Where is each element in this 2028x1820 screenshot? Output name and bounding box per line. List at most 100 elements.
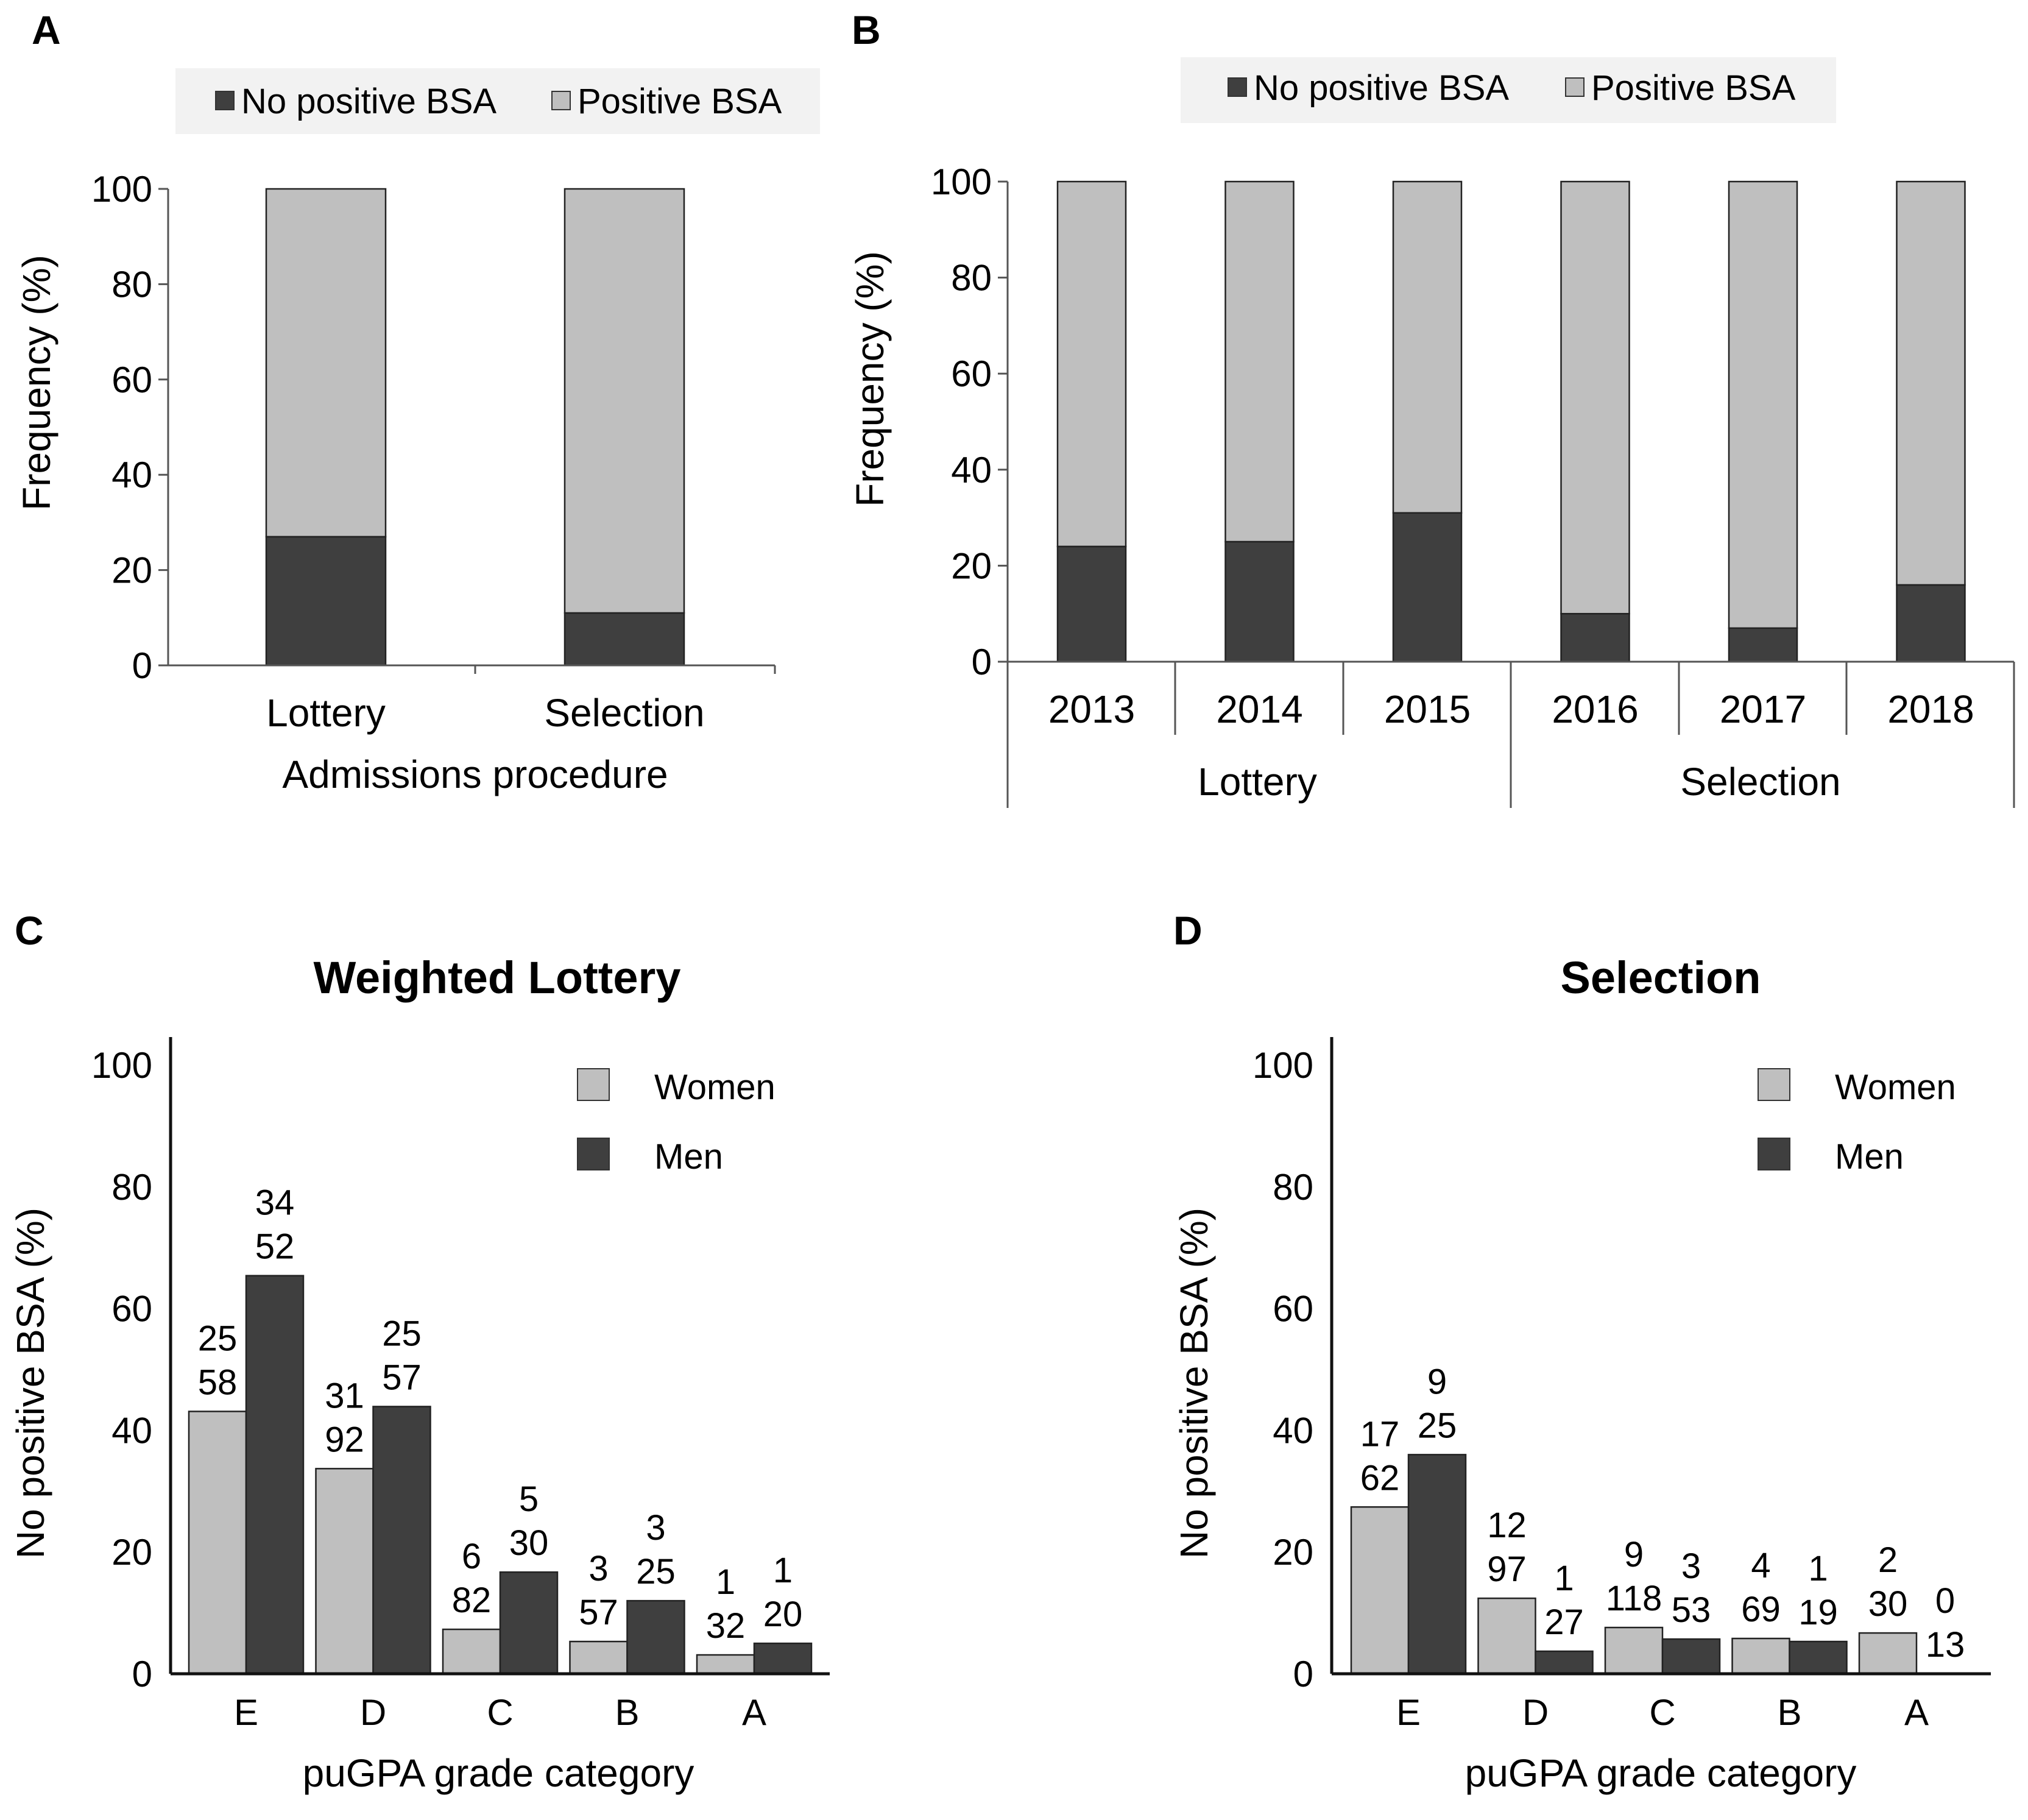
- x-tick-label: E: [1396, 1692, 1421, 1733]
- bar-women: [569, 1640, 628, 1675]
- panel-d-legend-swatch-men: [1758, 1138, 1790, 1170]
- x-tick-label: A: [1904, 1692, 1929, 1733]
- bar-men: [499, 1571, 559, 1675]
- x-tick-label: 2016: [1552, 687, 1638, 731]
- data-label-total: 57: [382, 1358, 422, 1397]
- data-label-total: 32: [706, 1606, 746, 1646]
- bar-women: [696, 1654, 755, 1675]
- x-tick-label: C: [487, 1692, 513, 1733]
- y-tick-label: 40: [111, 455, 152, 495]
- data-label-total: 20: [763, 1595, 803, 1634]
- bar-no-positive-bsa: [1224, 540, 1295, 663]
- data-label-total: 62: [1360, 1458, 1400, 1498]
- x-tick-label: A: [742, 1692, 766, 1733]
- bar-positive-bsa: [1560, 180, 1630, 615]
- bar-positive-bsa: [1224, 180, 1295, 543]
- data-label-total: 82: [452, 1581, 492, 1620]
- y-tick-label: 100: [1252, 1045, 1313, 1086]
- bar-positive-bsa: [1728, 180, 1798, 629]
- data-label-total: 97: [1487, 1549, 1527, 1589]
- panel-b-letter: B: [852, 7, 881, 52]
- panel-b-legend-swatch-positive: [1565, 77, 1585, 97]
- data-label-count: 9: [1427, 1362, 1447, 1401]
- data-label-count: 1: [1554, 1559, 1574, 1598]
- x-tick-label: B: [615, 1692, 639, 1733]
- x-tick-label: C: [1649, 1692, 1675, 1733]
- data-label-total: 58: [198, 1362, 238, 1402]
- panel-b-legend-positive: Positive BSA: [1591, 68, 1796, 108]
- y-tick-label: 100: [91, 1045, 152, 1086]
- bar-no-positive-bsa: [1728, 627, 1798, 663]
- panel-b: B No positive BSA Positive BSA Frequency…: [848, 7, 2015, 808]
- x-tick-label: D: [360, 1692, 386, 1733]
- y-tick-label: 100: [931, 161, 992, 202]
- data-label-total: 13: [1926, 1625, 1965, 1665]
- bar-women: [1604, 1626, 1664, 1675]
- panel-c-legend-swatch-women: [577, 1068, 610, 1101]
- data-label-total: 25: [636, 1552, 676, 1592]
- data-label-count: 12: [1487, 1506, 1527, 1545]
- bar-men: [372, 1406, 431, 1675]
- bar-men: [1407, 1454, 1467, 1675]
- y-tick-label: 60: [1273, 1289, 1313, 1330]
- bar-positive-bsa: [1896, 180, 1966, 586]
- bar-women: [442, 1628, 501, 1675]
- panel-d-letter: D: [1173, 908, 1203, 953]
- x-tick-label: E: [234, 1692, 258, 1733]
- x-tick-label: 2015: [1384, 687, 1471, 731]
- bar-women: [1350, 1506, 1410, 1675]
- y-tick-label: 40: [951, 450, 992, 490]
- x-tick-label: Lottery: [266, 691, 386, 735]
- y-tick-label: 60: [111, 1289, 152, 1330]
- y-tick-label: 0: [972, 642, 992, 682]
- bar-positive-bsa: [1392, 180, 1463, 514]
- y-tick-label: 0: [132, 645, 152, 686]
- y-tick-label: 0: [132, 1654, 152, 1694]
- panel-b-group-label-lottery: Lottery: [1198, 760, 1317, 804]
- bar-men: [1789, 1640, 1848, 1675]
- panel-d-y-axis-title: No positive BSA (%): [1172, 1208, 1216, 1559]
- panel-a-y-axis-title: Frequency (%): [15, 255, 58, 511]
- x-tick-label: 2018: [1887, 687, 1974, 731]
- data-label-count: 31: [325, 1376, 364, 1415]
- y-tick-label: 0: [1293, 1654, 1313, 1694]
- data-label-total: 30: [509, 1523, 549, 1563]
- y-tick-label: 20: [951, 545, 992, 586]
- panel-b-legend-box: [1181, 57, 1836, 123]
- panel-d-legend-women: Women: [1835, 1068, 1956, 1107]
- bar-no-positive-bsa: [265, 536, 387, 667]
- y-tick-label: 60: [111, 359, 152, 400]
- bar-positive-bsa: [265, 188, 387, 538]
- panel-c-x-axis-title: puGPA grade category: [303, 1751, 694, 1795]
- bar-no-positive-bsa: [1560, 612, 1630, 663]
- data-label-count: 25: [382, 1314, 422, 1353]
- data-label-count: 25: [198, 1319, 238, 1358]
- bar-positive-bsa: [564, 188, 685, 614]
- panel-d-title: Selection: [1561, 952, 1761, 1003]
- data-label-count: 0: [1935, 1581, 1955, 1621]
- bar-women: [188, 1411, 247, 1675]
- panel-c-y-axis-title: No positive BSA (%): [9, 1208, 52, 1559]
- panel-a-legend-positive: Positive BSA: [578, 82, 782, 121]
- data-label-total: 27: [1544, 1602, 1584, 1642]
- bar-no-positive-bsa: [564, 612, 685, 667]
- data-label-total: 92: [325, 1420, 364, 1459]
- panel-a-legend-no-positive: No positive BSA: [241, 82, 496, 121]
- panel-b-y-axis-title: Frequency (%): [848, 251, 892, 507]
- panel-b-plot: 0 20 40 60 80 100 2013 2014 2015 2016 2017 2018: [931, 161, 2015, 808]
- data-label-count: 2: [1878, 1540, 1898, 1580]
- y-tick-label: 20: [1273, 1532, 1313, 1573]
- panel-a-plot: 0 20 40 60 80 100 Lottery Selection: [91, 169, 776, 735]
- panel-c-legend-men: Men: [654, 1137, 723, 1177]
- y-tick-label: 80: [111, 1167, 152, 1208]
- data-label-total: 118: [1606, 1579, 1662, 1618]
- data-label-count: 3: [588, 1549, 608, 1588]
- bar-men: [1535, 1650, 1594, 1675]
- panel-d: D Selection Women Men No positive BSA (%…: [1172, 908, 1991, 1795]
- panel-d-x-axis-title: puGPA grade category: [1465, 1751, 1857, 1795]
- panel-c-legend-swatch-men: [577, 1138, 610, 1170]
- panel-b-legend-no-positive: No positive BSA: [1254, 68, 1509, 108]
- bar-no-positive-bsa: [1392, 512, 1463, 663]
